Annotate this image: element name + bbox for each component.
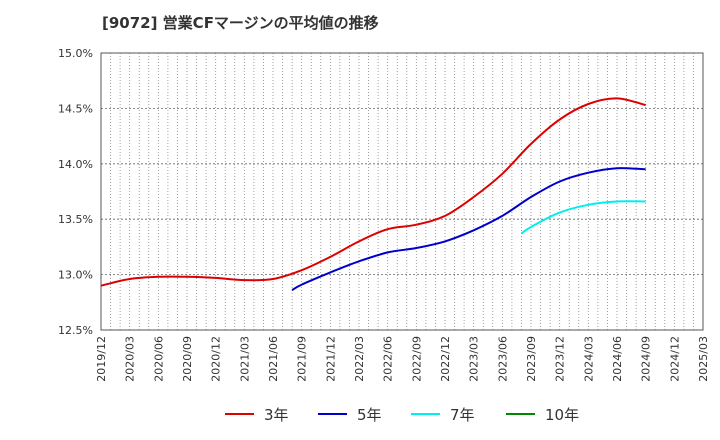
x-tick-label: 2024/09	[640, 336, 653, 382]
x-tick-label: 2019/12	[95, 336, 108, 382]
x-tick-label: 2024/06	[611, 336, 624, 382]
x-tick-label: 2021/03	[238, 336, 251, 382]
plot-frame	[100, 52, 704, 331]
y-tick-label: 14.0%	[58, 158, 93, 171]
legend-label-0: 3年	[264, 406, 289, 424]
x-tick-label: 2021/12	[324, 336, 337, 382]
y-tick-label: 14.5%	[58, 102, 93, 115]
x-tick-label: 2023/12	[554, 336, 567, 382]
x-tick-label: 2024/12	[668, 336, 681, 382]
series-line-1	[291, 167, 646, 291]
x-tick-label: 2020/12	[210, 336, 223, 382]
x-tick-label: 2020/03	[124, 336, 137, 382]
x-tick-label: 2025/03	[697, 336, 710, 382]
x-tick-label: 2022/06	[382, 336, 395, 382]
chart-title: [9072] 営業CFマージンの平均値の推移	[102, 14, 379, 32]
x-tick-label: 2024/03	[582, 336, 595, 382]
x-tick-label: 2023/03	[468, 336, 481, 382]
y-tick-label: 13.5%	[58, 213, 93, 226]
x-tick-label: 2022/12	[439, 336, 452, 382]
y-tick-label: 15.0%	[58, 47, 93, 60]
y-tick-label: 13.0%	[58, 269, 93, 282]
x-tick-label: 2023/09	[525, 336, 538, 382]
plot-area	[101, 53, 703, 330]
x-tick-label: 2020/06	[152, 336, 165, 382]
x-tick-label: 2022/03	[353, 336, 366, 382]
legend-label-1: 5年	[357, 406, 382, 424]
x-tick-label: 2022/09	[410, 336, 423, 382]
x-tick-label: 2023/06	[496, 336, 509, 382]
series-line-2	[520, 200, 646, 235]
x-tick-label: 2021/09	[296, 336, 309, 382]
legend-label-3: 10年	[545, 406, 579, 424]
y-tick-label: 12.5%	[58, 324, 93, 337]
series-line-0	[100, 97, 646, 287]
x-tick-label: 2020/09	[181, 336, 194, 382]
legend-label-2: 7年	[450, 406, 475, 424]
x-tick-label: 2021/06	[267, 336, 280, 382]
